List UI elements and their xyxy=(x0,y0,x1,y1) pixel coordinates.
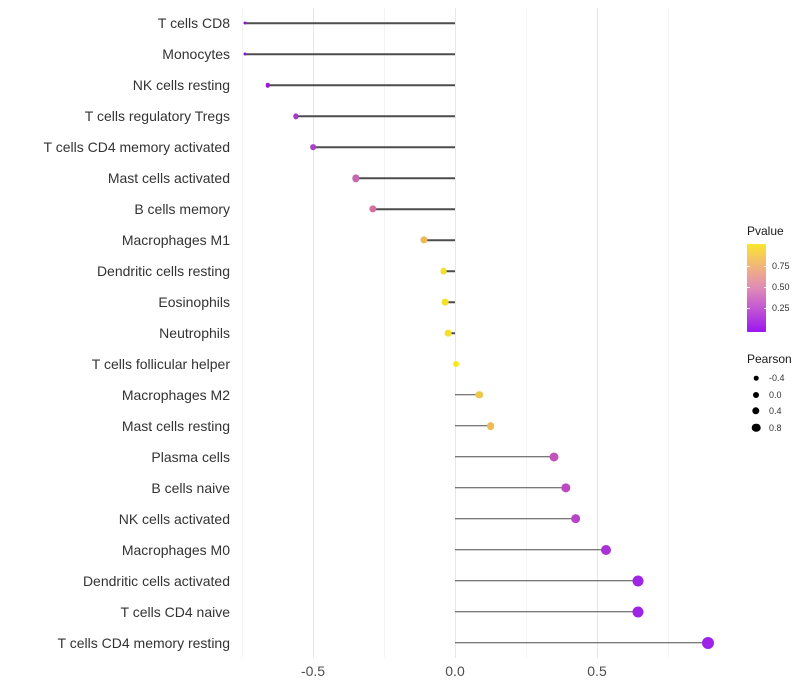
lollipop-stem xyxy=(455,610,639,613)
category-label: Macrophages M2 xyxy=(121,386,230,403)
lollipop-dot xyxy=(441,298,449,306)
category-label: Monocytes xyxy=(162,46,230,63)
category-label: NK cells resting xyxy=(132,77,230,94)
pvalue-legend-bar-tick xyxy=(763,266,766,267)
lollipop-stem xyxy=(455,425,491,427)
x-axis-tick-label: 0.0 xyxy=(445,663,465,679)
lollipop-stem xyxy=(455,456,555,458)
category-label: T cells regulatory Tregs xyxy=(84,108,230,125)
lollipop-dot xyxy=(420,236,428,244)
pvalue-legend-bar-tick xyxy=(747,287,750,288)
x-major-gridline xyxy=(313,8,314,658)
category-label: T cells CD8 xyxy=(157,15,230,32)
lollipop-dot xyxy=(453,360,460,367)
lollipop-dot xyxy=(486,421,495,430)
pvalue-legend-title: Pvalue xyxy=(747,224,784,238)
pvalue-gradient-bar xyxy=(747,244,766,332)
x-minor-gridline xyxy=(668,8,669,658)
pvalue-legend-bar-tick xyxy=(763,308,766,309)
pvalue-legend-tick-label: 0.75 xyxy=(772,261,790,271)
x-minor-gridline xyxy=(526,8,527,658)
x-minor-gridline xyxy=(384,8,385,658)
pearson-legend-label: -0.4 xyxy=(769,373,785,383)
category-label: Dendritic cells activated xyxy=(82,572,230,589)
lollipop-dot xyxy=(440,267,448,275)
lollipop-dot xyxy=(475,391,483,399)
pvalue-legend-bar-tick xyxy=(747,266,750,267)
x-axis-tick-label: 0.5 xyxy=(587,663,607,679)
lollipop-dot xyxy=(570,513,581,524)
category-label: B cells naive xyxy=(151,479,230,496)
lollipop-dot xyxy=(351,174,360,182)
category-label: NK cells activated xyxy=(118,510,230,527)
pearson-legend-dot xyxy=(753,375,759,381)
lollipop-dot xyxy=(265,83,270,88)
pearson-legend-dot xyxy=(752,407,760,415)
lollipop-dot xyxy=(600,544,611,555)
category-label: T cells CD4 naive xyxy=(120,603,230,620)
category-label: T cells follicular helper xyxy=(91,355,230,372)
lollipop-stem xyxy=(455,548,606,551)
lollipop-dot xyxy=(368,205,377,213)
category-label: Neutrophils xyxy=(159,325,230,341)
pvalue-legend-tick-label: 0.50 xyxy=(772,282,790,292)
lollipop-dot xyxy=(243,21,247,25)
lollipop-dot xyxy=(549,452,559,462)
lollipop-stem xyxy=(295,115,455,118)
lollipop-dot xyxy=(310,144,316,151)
category-label: Macrophages M0 xyxy=(121,541,230,558)
x-major-gridline xyxy=(455,8,456,658)
pearson-legend-dot xyxy=(753,391,759,398)
lollipop-stem xyxy=(455,517,576,520)
lollipop-stem xyxy=(267,84,455,87)
pearson-legend-label: 0.8 xyxy=(769,422,782,433)
lollipop-dot xyxy=(632,575,644,587)
pearson-legend-title: Pearson xyxy=(747,352,792,366)
category-label: T cells CD4 memory activated xyxy=(43,139,230,156)
lollipop-stem xyxy=(455,579,639,582)
x-major-gridline xyxy=(597,8,598,658)
category-label: Eosinophils xyxy=(158,294,230,311)
lollipop-stem xyxy=(423,239,455,241)
lollipop-stem xyxy=(455,394,480,396)
lollipop-stem xyxy=(355,177,455,179)
lollipop-stem xyxy=(244,22,455,25)
lollipop-stem xyxy=(455,487,566,489)
lollipop-stem xyxy=(372,208,455,210)
category-label: Plasma cells xyxy=(151,448,230,465)
lollipop-dot xyxy=(701,636,714,649)
x-axis-tick-label: -0.5 xyxy=(300,663,326,679)
lollipop-dot xyxy=(632,606,644,618)
lollipop-stem xyxy=(447,332,455,334)
pearson-legend-label: 0.4 xyxy=(769,406,782,416)
lollipop-stem xyxy=(443,270,455,272)
category-label: T cells CD4 memory resting xyxy=(57,634,230,651)
lollipop-dot xyxy=(561,483,571,493)
pvalue-legend-bar-tick xyxy=(747,308,750,309)
pearson-legend-label: 0.0 xyxy=(769,389,782,400)
category-label: B cells memory xyxy=(134,201,230,218)
pvalue-legend-tick-label: 0.25 xyxy=(772,303,790,313)
lollipop-stem xyxy=(445,301,455,303)
category-label: Dendritic cells resting xyxy=(96,263,230,280)
pearson-legend-dot xyxy=(751,423,761,432)
category-label: Mast cells activated xyxy=(107,170,230,187)
x-minor-gridline xyxy=(242,8,243,658)
lollipop-stem xyxy=(455,641,708,644)
lollipop-stem xyxy=(244,53,455,56)
category-label: Mast cells resting xyxy=(121,417,230,434)
lollipop-dot xyxy=(444,329,452,337)
lollipop-dot xyxy=(243,52,247,56)
lollipop-dot xyxy=(293,113,299,119)
category-label: Macrophages M1 xyxy=(121,232,230,249)
lollipop-stem xyxy=(313,146,455,149)
pvalue-legend-bar-tick xyxy=(763,287,766,288)
